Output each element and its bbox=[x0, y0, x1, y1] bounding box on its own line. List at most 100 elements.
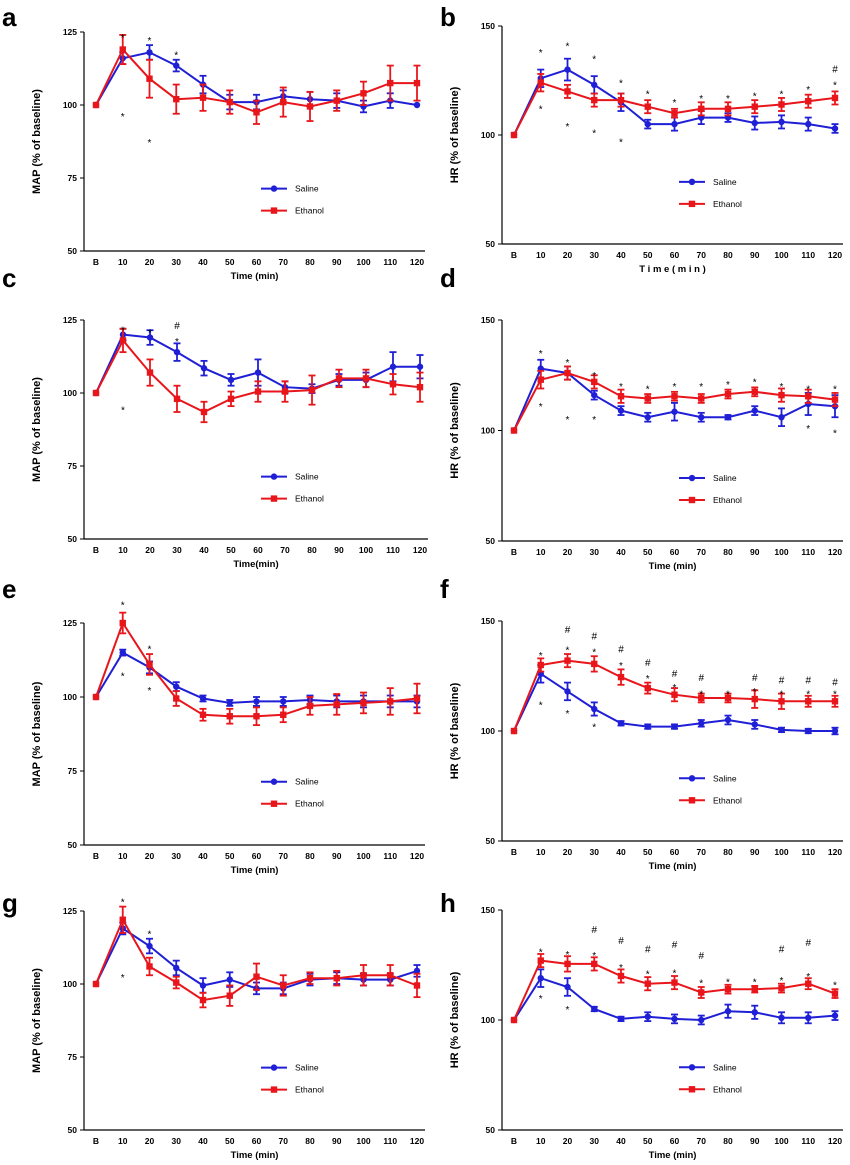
data-point bbox=[564, 369, 571, 377]
panel-h: h 50 100 150 B 10 20 30 40 50 60 70 80 90 100 110 120 Tim… bbox=[440, 888, 843, 1161]
significance-marker: * bbox=[753, 378, 757, 389]
x-tick-label: 20 bbox=[145, 257, 155, 267]
y-tick-label: 100 bbox=[481, 130, 495, 140]
x-tick-label: 80 bbox=[723, 547, 733, 557]
data-point bbox=[92, 389, 100, 397]
panel-label: a bbox=[2, 2, 17, 32]
x-tick-label: 10 bbox=[536, 250, 546, 260]
significance-marker: * bbox=[726, 689, 730, 700]
x-tick-label: 110 bbox=[383, 257, 397, 267]
significance-marker: * bbox=[148, 645, 152, 656]
data-point bbox=[831, 727, 839, 735]
significance-marker: * bbox=[539, 651, 543, 662]
data-point bbox=[146, 661, 153, 668]
legend: Saline Ethanol bbox=[261, 184, 324, 216]
data-point bbox=[537, 975, 544, 982]
significance-marker: * bbox=[566, 645, 570, 656]
data-point bbox=[199, 94, 207, 101]
significance-marker: # bbox=[645, 658, 651, 669]
x-tick-label: 20 bbox=[145, 1136, 155, 1146]
y-tick-label: 50 bbox=[68, 1125, 78, 1135]
legend-label: Ethanol bbox=[295, 494, 324, 504]
legend-marker bbox=[688, 178, 696, 186]
x-tick-label: 30 bbox=[172, 257, 182, 267]
x-tick-label: 50 bbox=[226, 545, 236, 555]
data-point bbox=[805, 980, 812, 987]
x-tick-label: 60 bbox=[252, 257, 262, 267]
x-tick-label: 100 bbox=[774, 547, 788, 557]
x-axis-title: Time (min) bbox=[649, 561, 697, 572]
x-tick-label: 90 bbox=[750, 547, 760, 557]
x-tick-label: 40 bbox=[616, 1136, 626, 1146]
x-tick-label: 30 bbox=[172, 851, 182, 861]
significance-marker: * bbox=[148, 138, 152, 149]
x-tick-label: 40 bbox=[198, 1136, 208, 1146]
significance-marker: * bbox=[566, 122, 570, 133]
data-point bbox=[644, 723, 651, 730]
data-point bbox=[591, 96, 598, 104]
y-tick-label: 150 bbox=[481, 905, 495, 915]
x-tick-label: 20 bbox=[563, 1136, 573, 1146]
x-tick-label: 60 bbox=[670, 250, 680, 260]
data-point bbox=[173, 95, 180, 103]
x-tick-label: 20 bbox=[145, 545, 155, 555]
data-point bbox=[564, 657, 571, 664]
data-point bbox=[92, 693, 100, 701]
data-point bbox=[591, 81, 598, 89]
data-point bbox=[644, 395, 651, 402]
legend-marker bbox=[270, 1064, 278, 1071]
data-point bbox=[119, 337, 127, 344]
significance-marker: * bbox=[699, 978, 703, 989]
significance-marker: # bbox=[752, 673, 758, 684]
significance-marker: * bbox=[592, 415, 596, 426]
y-tick-label: 50 bbox=[486, 1125, 496, 1135]
y-tick-label: 100 bbox=[63, 692, 77, 702]
series-saline bbox=[510, 664, 839, 736]
x-tick-label: B bbox=[93, 545, 99, 555]
legend-label: Ethanol bbox=[295, 206, 324, 216]
significance-marker: * bbox=[539, 948, 543, 959]
data-point bbox=[510, 1016, 518, 1024]
data-point bbox=[226, 699, 233, 707]
panel-g: g 50 75 100 125 B 10 20 30 40 50 60 70 80 90 100 110 120 T… bbox=[2, 888, 425, 1161]
significance-marker: * bbox=[174, 50, 178, 61]
x-tick-label: 80 bbox=[305, 1136, 315, 1146]
y-tick-label: 150 bbox=[481, 315, 495, 325]
y-tick-label: 125 bbox=[63, 315, 77, 325]
data-point bbox=[333, 97, 340, 104]
data-point bbox=[537, 79, 544, 86]
data-point bbox=[413, 695, 421, 702]
legend: Saline Ethanol bbox=[261, 777, 324, 809]
x-tick-label: 90 bbox=[750, 1136, 760, 1146]
panel-label: d bbox=[440, 263, 456, 293]
data-point bbox=[510, 131, 518, 139]
data-point bbox=[413, 79, 421, 87]
x-tick-label: 60 bbox=[253, 545, 263, 555]
x-tick-label: 100 bbox=[356, 1136, 370, 1146]
x-tick-label: 70 bbox=[279, 1136, 289, 1146]
x-tick-label: 110 bbox=[801, 847, 815, 857]
data-point bbox=[199, 996, 207, 1004]
x-tick-label: B bbox=[93, 1136, 99, 1146]
data-point bbox=[724, 105, 732, 113]
x-tick-label: 50 bbox=[225, 1136, 235, 1146]
x-tick-label: 90 bbox=[750, 250, 760, 260]
data-point bbox=[751, 721, 758, 728]
x-tick-label: 90 bbox=[332, 1136, 342, 1146]
data-point bbox=[591, 660, 598, 668]
data-point bbox=[226, 713, 233, 720]
y-axis-title: HR (% of baseline) bbox=[449, 971, 461, 1068]
data-point bbox=[537, 661, 544, 669]
x-tick-label: 70 bbox=[697, 1136, 707, 1146]
significance-marker: * bbox=[780, 89, 784, 100]
x-tick-label: 100 bbox=[356, 257, 370, 267]
panel-label: g bbox=[2, 888, 18, 918]
data-point bbox=[644, 103, 651, 110]
data-point bbox=[564, 66, 571, 73]
x-tick-label: 110 bbox=[801, 1136, 815, 1146]
significance-marker: * bbox=[806, 972, 810, 983]
data-point bbox=[671, 393, 678, 400]
y-axis-title: MAP (% of baseline) bbox=[31, 89, 43, 194]
data-point bbox=[173, 62, 180, 69]
x-tick-label: 10 bbox=[536, 1136, 546, 1146]
